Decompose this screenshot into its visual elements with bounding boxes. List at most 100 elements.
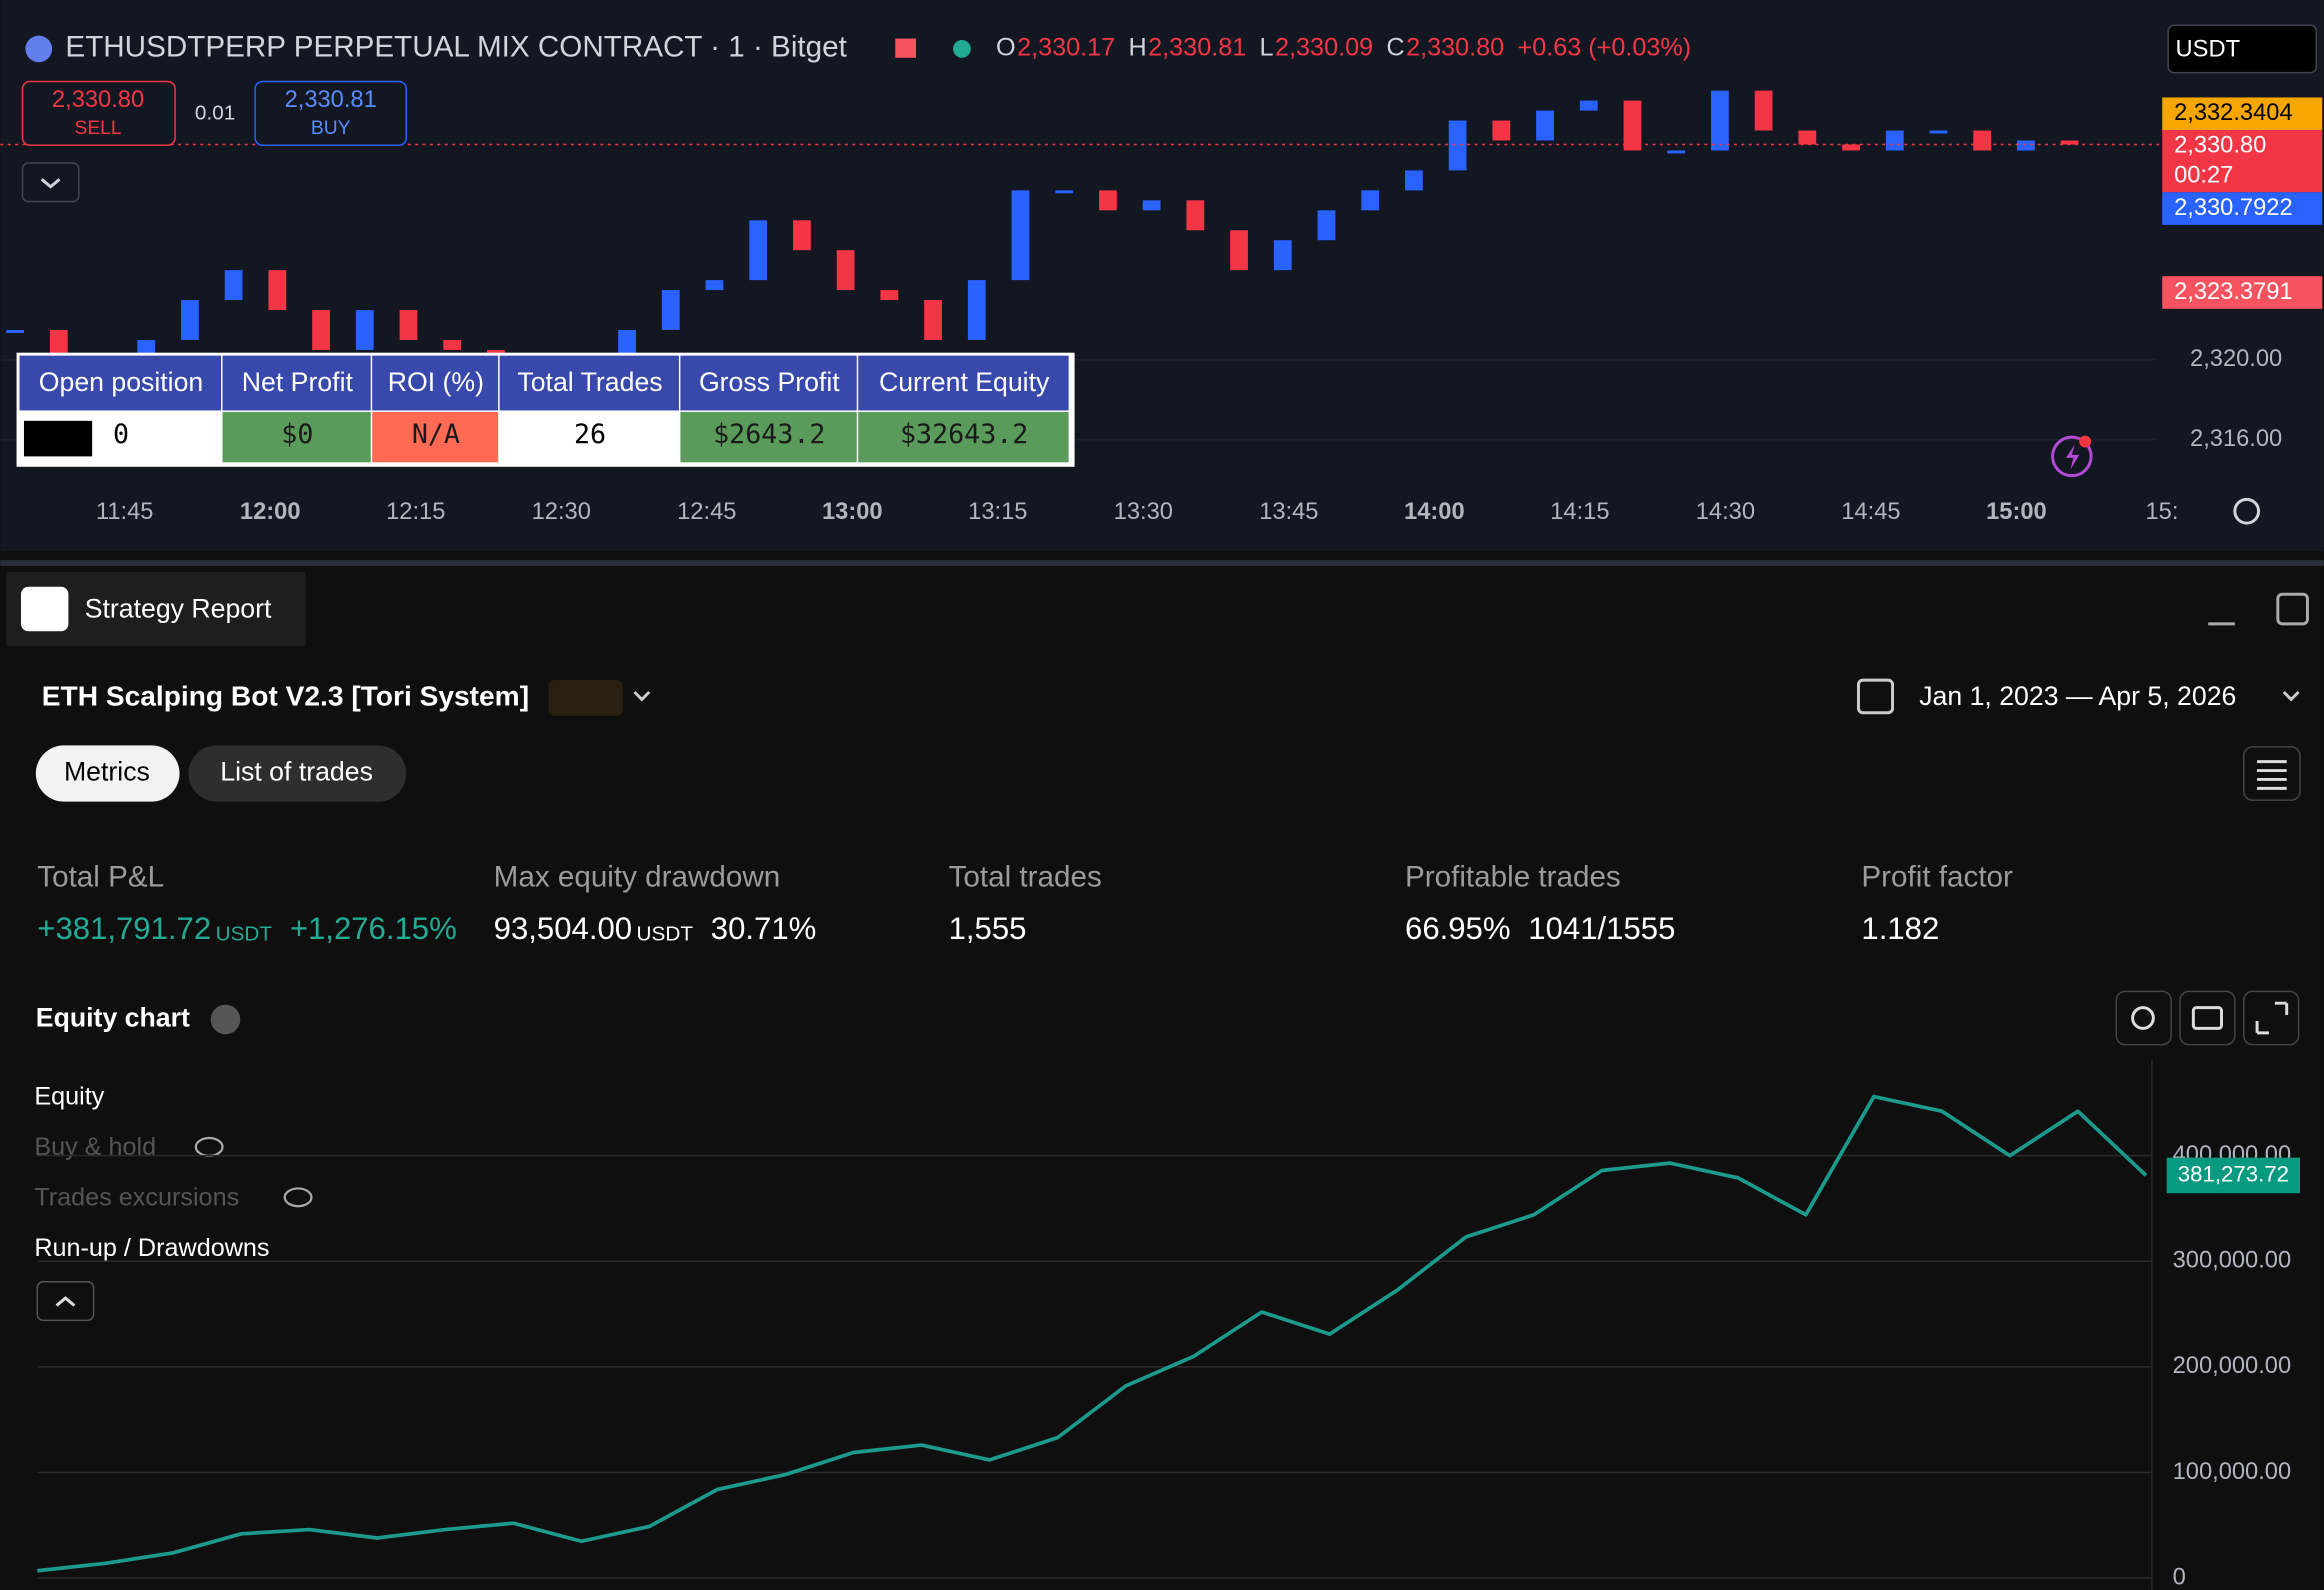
- chevron: [55, 1296, 76, 1307]
- settings-button[interactable]: [2115, 990, 2172, 1046]
- header-cell: [19, 355, 222, 411]
- lightning-icon[interactable]: [2051, 435, 2093, 478]
- camera: [2191, 1006, 2223, 1030]
- metric-value: 93,504.00: [494, 911, 632, 946]
- x-tick-label: 14:15: [1550, 499, 1609, 525]
- layout-button[interactable]: [2242, 746, 2301, 801]
- trades-tab[interactable]: [188, 745, 407, 802]
- spread: 0.01: [195, 102, 235, 125]
- flag-icon: [895, 38, 917, 58]
- tab-title: Strategy Report: [85, 594, 272, 624]
- last-value-badge: [2166, 1157, 2301, 1194]
- buy-button[interactable]: [254, 80, 408, 146]
- candle: [355, 310, 374, 350]
- fullscreen-button[interactable]: [2242, 990, 2300, 1046]
- metric-label: Profitable trades: [1405, 861, 1621, 894]
- legend-item: Trades excursions: [34, 1183, 239, 1211]
- candle: [1099, 190, 1117, 211]
- strategy-icons[interactable]: [548, 680, 623, 716]
- x-tick-label: 13:00: [822, 499, 883, 525]
- data-cell: [222, 411, 371, 463]
- layout-icon: [2257, 760, 2287, 790]
- header-cell: [372, 355, 499, 411]
- x-tick-label: 14:30: [1696, 499, 1755, 525]
- ohlc-key: O: [996, 34, 1016, 62]
- collapse-legend[interactable]: [36, 1281, 95, 1322]
- cell-text: 26: [574, 419, 606, 450]
- candle: [1055, 190, 1074, 194]
- maximize[interactable]: [2276, 592, 2309, 626]
- candle: [224, 270, 243, 301]
- settings-icon[interactable]: [2233, 497, 2261, 525]
- metric-label: Total trades: [949, 861, 1102, 894]
- legend-item: Equity: [34, 1083, 104, 1111]
- data-cell: [680, 411, 857, 463]
- data-cell: [372, 411, 499, 463]
- metrics: Total P&L+381,791.72 USDT +1,276.15%Max eq…: [37, 861, 2013, 946]
- sell-label: SELL: [75, 118, 122, 139]
- buy-price: 2,330.81: [285, 87, 377, 113]
- price-badge-label: 2,330.7922: [2174, 195, 2293, 221]
- metric-unit: USDT: [216, 923, 273, 946]
- candle: [6, 329, 24, 333]
- candle: [1711, 90, 1729, 151]
- candle: [1842, 144, 1860, 151]
- x-tick-label: 13:15: [968, 499, 1027, 525]
- ohlc-key: H: [1128, 34, 1146, 62]
- snapshot-button[interactable]: [2179, 990, 2236, 1046]
- metric-unit: USDT: [637, 923, 694, 946]
- candle: [1317, 210, 1336, 241]
- sell-button[interactable]: [21, 80, 176, 146]
- metric-value: 66.95%: [1405, 911, 1511, 946]
- x-tick-label: 15:: [2145, 499, 2178, 525]
- strategy-name: ETH Scalping Bot V2.3 [Tori System]: [42, 680, 529, 711]
- help-icon[interactable]: [210, 1004, 241, 1035]
- metric-value: 1.182: [1861, 911, 1939, 946]
- data-cell: [499, 411, 679, 463]
- legend-item: Buy & hold: [34, 1133, 156, 1161]
- price-badge: [2162, 97, 2323, 131]
- metric-label: Max equity drawdown: [494, 861, 781, 894]
- candle: [1186, 200, 1205, 231]
- candle: [749, 220, 768, 281]
- candle: [443, 339, 462, 350]
- cell-text: 0: [113, 419, 129, 450]
- x-tick-label: 13:30: [1114, 499, 1173, 525]
- metrics-tab[interactable]: [35, 745, 180, 802]
- date-range[interactable]: Jan 1, 2023 — Apr 5, 2026: [1919, 681, 2236, 711]
- candle: [1667, 150, 1686, 154]
- candle: [399, 310, 418, 340]
- equity-title: Equity chart: [36, 1003, 190, 1033]
- logo: [23, 420, 93, 457]
- countdown: 00:27: [2174, 162, 2233, 188]
- eth-icon: [25, 35, 53, 63]
- cell-text: $2643.2: [713, 419, 825, 450]
- candle: [2017, 140, 2035, 151]
- header-text: Net Profit: [242, 367, 354, 397]
- ohlc-value: 2,330.09: [1275, 34, 1373, 62]
- bolt: [2065, 444, 2080, 470]
- currency: USDT: [2176, 37, 2240, 63]
- collapse-button[interactable]: [21, 162, 80, 203]
- header-cell: [680, 355, 857, 411]
- report-bg: [0, 551, 2324, 1590]
- header-text: Gross Profit: [699, 367, 840, 397]
- cell-text: N/A: [412, 419, 460, 450]
- metric-extra: +1,276.15%: [290, 911, 457, 946]
- expand: [2255, 1001, 2289, 1035]
- header-cell: [858, 355, 1069, 411]
- header-text: Open position: [39, 367, 204, 397]
- candle: [312, 310, 330, 350]
- candle: [836, 250, 855, 291]
- candle: [1361, 190, 1380, 211]
- calendar-icon[interactable]: [1856, 678, 1895, 715]
- x-tick-label: 11:45: [96, 499, 154, 525]
- candle: [1273, 240, 1292, 271]
- header-text: ROI (%): [388, 367, 484, 397]
- x-tick-label: 14:45: [1841, 499, 1900, 525]
- currency-select[interactable]: [2167, 24, 2318, 74]
- header-text: Total Trades: [517, 367, 662, 397]
- candle: [967, 280, 986, 340]
- ohlc-value: 2,330.81: [1148, 34, 1246, 62]
